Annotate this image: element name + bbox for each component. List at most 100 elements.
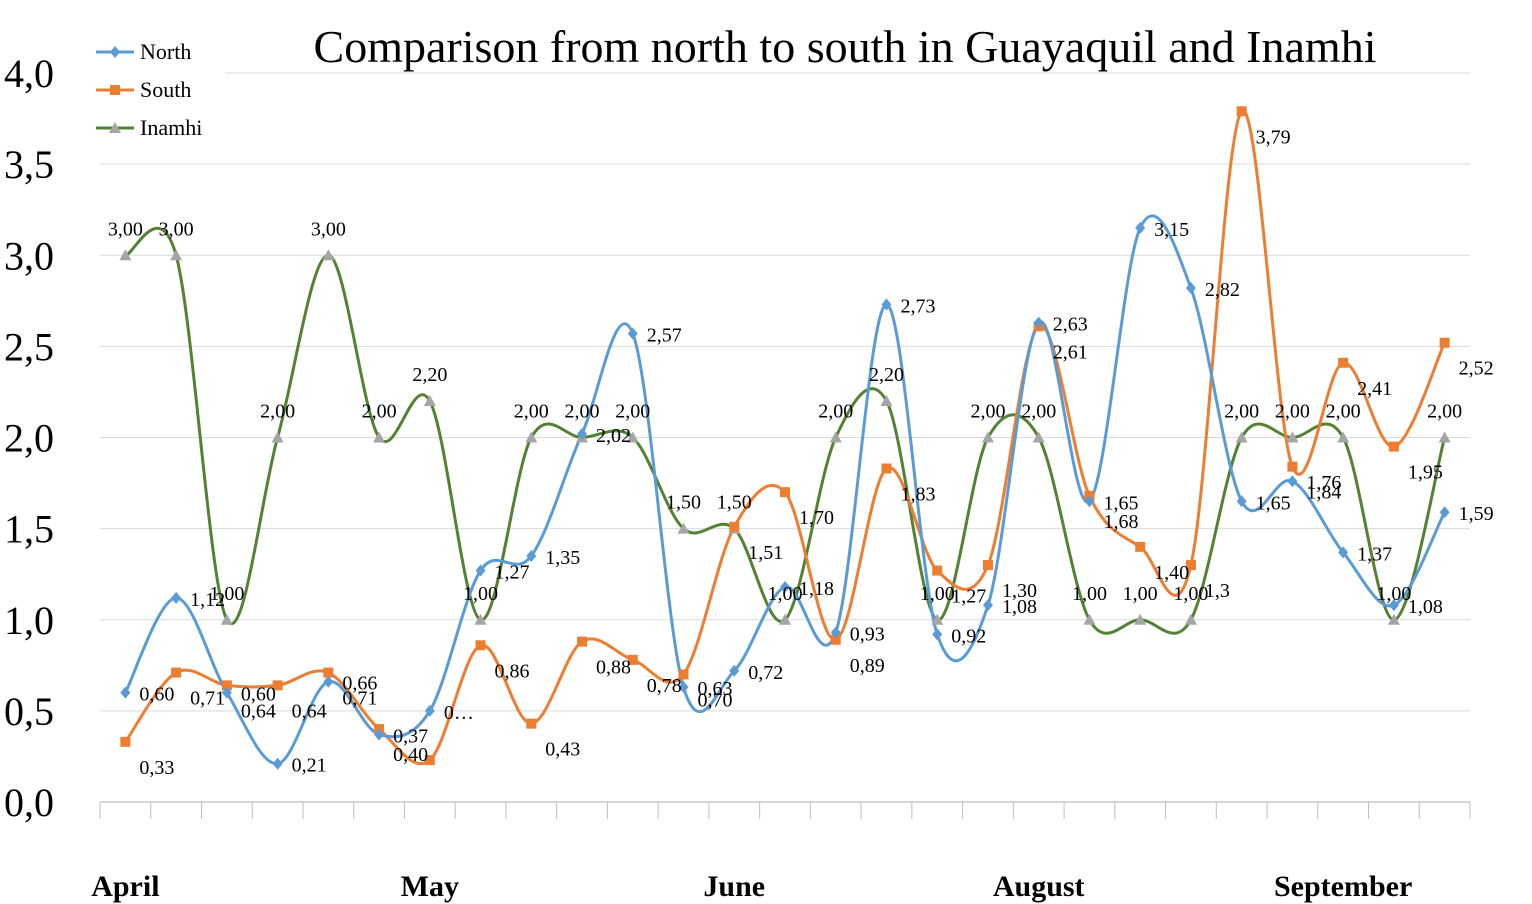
data-label-inamhi: 3,00 bbox=[108, 218, 143, 240]
x-month-label: June bbox=[703, 870, 765, 903]
data-point-inamhi bbox=[1337, 431, 1350, 443]
data-label-south: 1,95 bbox=[1408, 462, 1443, 484]
data-point-inamhi bbox=[626, 431, 639, 443]
data-label-south: 1,68 bbox=[1103, 511, 1138, 533]
data-point-inamhi bbox=[1134, 613, 1147, 625]
data-label-inamhi: 2,00 bbox=[1275, 401, 1310, 423]
data-point-inamhi bbox=[1184, 613, 1197, 625]
data-label-south: 1,27 bbox=[951, 586, 986, 608]
data-point-north bbox=[374, 728, 385, 741]
data-point-south bbox=[1135, 541, 1146, 552]
data-point-inamhi bbox=[1032, 431, 1045, 443]
data-point-south bbox=[932, 565, 943, 576]
data-label-north: 1,18 bbox=[799, 578, 834, 600]
x-month-label: September bbox=[1274, 870, 1412, 903]
data-point-inamhi bbox=[1387, 613, 1400, 625]
data-point-north bbox=[475, 564, 486, 577]
data-point-inamhi bbox=[525, 431, 538, 443]
data-label-inamhi: 1,50 bbox=[717, 492, 752, 514]
data-label-inamhi: 1,00 bbox=[1072, 583, 1107, 605]
data-label-inamhi: 1,00 bbox=[1123, 583, 1158, 605]
data-label-north: 0,37 bbox=[393, 726, 428, 748]
data-point-south bbox=[272, 680, 283, 691]
legend-marker-inamhi bbox=[109, 122, 121, 133]
y-tick-label: 2,5 bbox=[4, 324, 54, 369]
data-point-inamhi bbox=[677, 522, 690, 534]
data-point-inamhi bbox=[829, 431, 842, 443]
data-point-south bbox=[323, 667, 334, 678]
data-label-south: 2,41 bbox=[1357, 378, 1392, 400]
data-label-north: 3,15 bbox=[1154, 219, 1189, 241]
data-label-north: 0,21 bbox=[292, 755, 327, 777]
data-label-north: 2,73 bbox=[900, 295, 935, 317]
data-point-inamhi bbox=[779, 613, 791, 625]
data-point-south bbox=[729, 521, 740, 532]
data-point-south bbox=[780, 487, 790, 498]
data-label-north: 1,27 bbox=[495, 562, 530, 584]
data-label-north: 1,76 bbox=[1306, 472, 1341, 494]
data-point-north bbox=[323, 675, 334, 688]
data-label-south: 1,70 bbox=[799, 507, 834, 529]
data-point-south bbox=[881, 463, 892, 474]
data-point-north bbox=[627, 327, 638, 340]
data-label-north: 0,72 bbox=[748, 662, 783, 684]
y-tick-label: 3,5 bbox=[4, 142, 54, 187]
data-point-inamhi bbox=[119, 249, 132, 261]
x-month-label: August bbox=[993, 870, 1085, 903]
x-month-label: April bbox=[91, 870, 159, 903]
data-point-south bbox=[526, 718, 537, 729]
data-point-south bbox=[1338, 357, 1349, 368]
data-label-inamhi: 1,00 bbox=[463, 583, 498, 605]
data-point-inamhi bbox=[1438, 431, 1451, 443]
data-point-south bbox=[577, 636, 588, 647]
data-point-south bbox=[1439, 337, 1450, 348]
data-point-south bbox=[830, 634, 841, 645]
data-label-south: 1,40 bbox=[1154, 562, 1189, 584]
data-label-inamhi: 1,00 bbox=[920, 583, 955, 605]
data-label-north: 0… bbox=[444, 702, 474, 724]
data-point-north bbox=[221, 686, 232, 699]
data-label-south: 0,40 bbox=[393, 744, 428, 766]
data-point-inamhi bbox=[1235, 431, 1248, 443]
data-point-inamhi bbox=[220, 613, 233, 625]
data-point-south bbox=[982, 560, 993, 571]
legend-marker-south bbox=[110, 85, 120, 95]
data-label-inamhi: 2,00 bbox=[970, 401, 1005, 423]
data-label-north: 1,37 bbox=[1357, 543, 1392, 565]
data-label-south: 0,86 bbox=[495, 660, 530, 682]
data-point-south bbox=[171, 667, 182, 678]
data-point-inamhi bbox=[170, 249, 183, 261]
data-label-north: 2,57 bbox=[647, 325, 682, 347]
data-point-inamhi bbox=[474, 613, 487, 625]
data-label-north: 0,60 bbox=[139, 684, 174, 706]
data-point-north bbox=[120, 686, 131, 699]
data-point-north bbox=[1287, 475, 1298, 488]
data-label-south: 0,33 bbox=[139, 757, 174, 779]
data-point-north bbox=[729, 664, 740, 677]
data-label-north: 1,08 bbox=[1002, 596, 1037, 618]
data-label-inamhi: 2,00 bbox=[1021, 401, 1056, 423]
data-label-north: 2,02 bbox=[596, 425, 631, 447]
data-label-north: 0,92 bbox=[951, 625, 986, 647]
y-tick-label: 4,0 bbox=[4, 51, 54, 96]
series-line-south bbox=[124, 109, 1446, 766]
data-label-north: 1,08 bbox=[1408, 596, 1443, 618]
data-label-north: 1,65 bbox=[1103, 492, 1138, 514]
data-point-inamhi bbox=[322, 249, 335, 261]
data-label-south: 0,64 bbox=[292, 700, 327, 722]
data-label-inamhi: 1,00 bbox=[768, 583, 803, 605]
data-point-north bbox=[780, 580, 790, 593]
data-point-north bbox=[1439, 506, 1450, 519]
data-point-north bbox=[1338, 546, 1349, 559]
data-label-inamhi: 2,00 bbox=[1224, 401, 1259, 423]
data-point-south bbox=[1388, 441, 1399, 452]
data-point-south bbox=[627, 654, 638, 665]
data-label-south: 0,89 bbox=[850, 655, 885, 677]
data-label-inamhi: 3,00 bbox=[159, 218, 194, 240]
data-point-south bbox=[1185, 560, 1196, 571]
data-label-inamhi: 2,00 bbox=[1326, 401, 1361, 423]
x-axis bbox=[99, 801, 1471, 819]
data-point-north bbox=[830, 626, 841, 639]
data-label-north: 0,66 bbox=[342, 673, 377, 695]
